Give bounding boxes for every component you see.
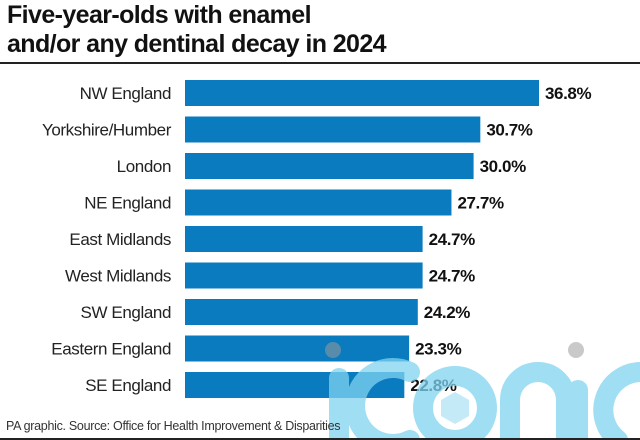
chart-title-line-2: and/or any dentinal decay in 2024 <box>7 30 387 58</box>
bar <box>185 335 410 362</box>
bar-row: Yorkshire/Humber 30.7% <box>42 116 533 143</box>
category-label: West Midlands <box>65 267 171 286</box>
bar <box>185 226 423 252</box>
bars-layer: NW England 36.8% Yorkshire/Humber 30.7% Lond… <box>42 80 592 398</box>
value-label: 30.7% <box>486 121 532 140</box>
source-note: PA graphic. Source: Office for Health Im… <box>6 419 341 433</box>
bar <box>185 116 481 143</box>
category-label: East Midlands <box>69 230 171 249</box>
bar-row: NW England 36.8% <box>80 80 592 106</box>
bar <box>185 299 418 325</box>
value-label: 24.7% <box>429 267 475 286</box>
category-label: SW England <box>81 303 172 322</box>
bar <box>185 189 452 216</box>
bar-row: London 30.0% <box>117 153 526 179</box>
category-label: NW England <box>80 84 171 103</box>
bar-row: West Midlands 24.7% <box>65 262 475 289</box>
category-label: London <box>117 157 171 176</box>
bar-row: SE England 22.8% <box>85 372 457 398</box>
value-label: 27.7% <box>457 194 503 213</box>
value-label: 24.7% <box>429 230 475 249</box>
chart-title-line-1: Five-year-olds with enamel <box>7 1 312 29</box>
bar-row: East Midlands 24.7% <box>69 226 475 252</box>
category-label: SE England <box>85 376 171 395</box>
title-divider <box>0 62 640 64</box>
value-label: 30.0% <box>480 157 526 176</box>
category-label: NE England <box>84 194 171 213</box>
value-label: 22.8% <box>410 376 456 395</box>
bar <box>185 262 423 289</box>
chart-title: Five-year-olds with enamel and/or any de… <box>7 1 627 59</box>
category-label: Yorkshire/Humber <box>42 121 172 140</box>
value-label: 24.2% <box>424 303 470 322</box>
bar <box>185 80 539 106</box>
value-label: 23.3% <box>415 340 461 359</box>
value-label: 36.8% <box>545 84 591 103</box>
bar-row: SW England 24.2% <box>81 299 471 325</box>
bottom-divider <box>0 438 640 440</box>
bar-row: NE England 27.7% <box>84 189 504 216</box>
bar <box>185 153 474 179</box>
category-label: Eastern England <box>51 340 171 359</box>
bar-row: Eastern England 23.3% <box>51 335 462 362</box>
bar <box>185 372 405 398</box>
